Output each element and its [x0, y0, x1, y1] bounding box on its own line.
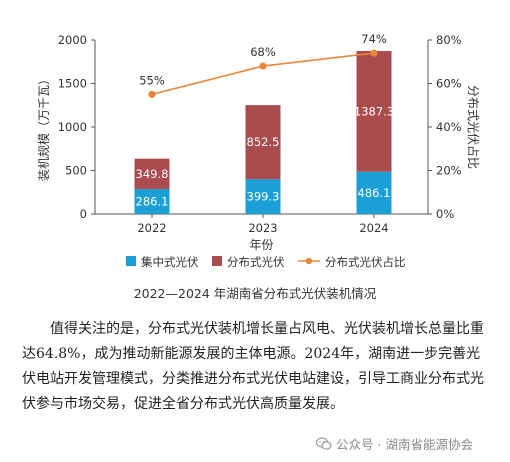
bar-distributed [245, 105, 281, 180]
legend-swatch-centralized [126, 256, 136, 266]
share-point [259, 62, 267, 70]
y-tick-label-right: 0% [436, 207, 454, 221]
legend-label-centralized: 集中式光伏 [141, 255, 199, 269]
share-label: 68% [250, 45, 276, 59]
x-tick-label: 2023 [248, 221, 277, 235]
bar-distributed-label: 349.8 [136, 167, 169, 181]
chart: 0 500 1000 1500 2000 0% 20% 40% 60% 80% 2022 2023 20… [36, 32, 481, 269]
bar-distributed [356, 51, 392, 172]
share-label: 74% [361, 32, 387, 46]
watermark-prefix: 公众号 · [336, 437, 382, 452]
share-label: 55% [139, 73, 165, 87]
bar-distributed [134, 158, 170, 190]
bar-centralized-label: 399.3 [247, 190, 280, 204]
x-tick-label: 2022 [137, 221, 166, 235]
bar-centralized-label: 486.1 [358, 186, 391, 200]
bar-centralized [134, 189, 170, 214]
article-paragraph: 值得关注的是，分布式光伏装机增长量占风电、光伏装机增长总量比重达64.8%，成为… [22, 321, 484, 412]
y-axis-label-left: 装机规模（万千瓦） [36, 73, 51, 181]
y-tick-label-left: 1000 [58, 120, 87, 134]
legend-label-share: 分布式光伏占比 [325, 255, 406, 269]
x-axis-label: 年份 [249, 238, 273, 252]
legend-swatch-distributed [212, 256, 222, 266]
legend-label-distributed: 分布式光伏 [227, 255, 285, 269]
y-axis-label-right: 分布式光伏占比 [466, 85, 481, 169]
y-tick-label-right: 60% [436, 77, 462, 91]
y-tick-label-left: 0 [80, 207, 87, 221]
y-tick-label-right: 40% [436, 120, 462, 134]
bar-centralized [245, 179, 281, 214]
share-line [151, 52, 375, 96]
watermark-account: 湖南省能源协会 [385, 437, 473, 452]
x-tick-label: 2024 [359, 221, 388, 235]
y-tick-label-left: 500 [65, 164, 87, 178]
legend-marker-share [305, 257, 313, 265]
bar-centralized [356, 171, 392, 214]
share-point [370, 49, 378, 57]
bar-distributed-label: 1387.3 [354, 104, 394, 118]
y-tick-label-right: 80% [436, 33, 462, 47]
wechat-icon [315, 436, 332, 451]
y-tick-label-left: 1500 [58, 77, 87, 91]
y-tick-label-left: 2000 [58, 33, 87, 47]
bar-centralized-label: 286.1 [136, 195, 169, 209]
share-point [148, 90, 156, 98]
bar-distributed-label: 852.5 [247, 135, 280, 149]
watermark: 公众号 · 湖南省能源协会 [315, 434, 473, 453]
y-tick-label-right: 20% [436, 164, 462, 178]
chart-title: 2022—2024 年湖南省分布式光伏装机情况 [133, 286, 377, 301]
